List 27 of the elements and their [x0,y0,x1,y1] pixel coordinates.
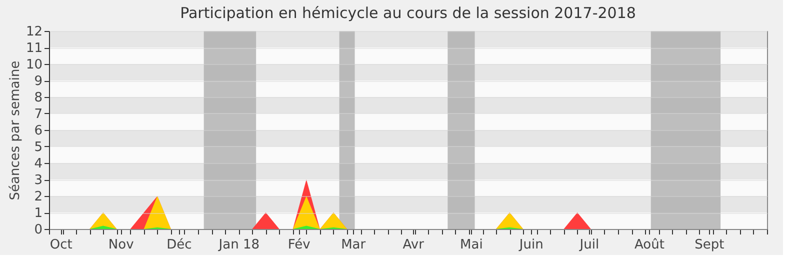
x-tick-label: Jan 18 [218,238,260,252]
y-tick-label: 1 [34,206,42,221]
y-tick-label: 3 [34,173,42,188]
y-tick-label: 8 [34,90,42,106]
x-tick-label: Juin [518,238,544,252]
x-tick-label: Avr [402,238,425,252]
x-tick-label: Août [634,238,664,252]
y-axis-title: Séances par semaine [8,60,23,200]
y-tick-label: 10 [26,58,42,72]
y-tick-label: 7 [34,107,42,122]
y-tick-label: 12 [26,24,42,40]
x-tick-label: Fév [288,238,311,252]
y-tick-label: 5 [34,140,42,155]
x-tick-label: Juil [578,238,600,252]
x-tick-label: Mar [341,238,366,252]
chart-title: Participation en hémicycle au cours de la session 2017-2018 [180,4,636,22]
y-tick-label: 0 [34,222,42,238]
y-tick-label: 9 [34,74,42,89]
x-tick-label: Sept [694,238,724,252]
y-tick-label: 4 [34,156,42,172]
x-tick-label: Nov [108,238,134,252]
x-tick-label: Oct [50,238,72,252]
x-tick-label: Déc [166,238,192,252]
y-tick-label: 2 [34,190,42,204]
y-tick-label: 11 [26,41,42,56]
y-tick-label: 6 [34,124,42,138]
x-tick-label: Mai [460,238,483,252]
